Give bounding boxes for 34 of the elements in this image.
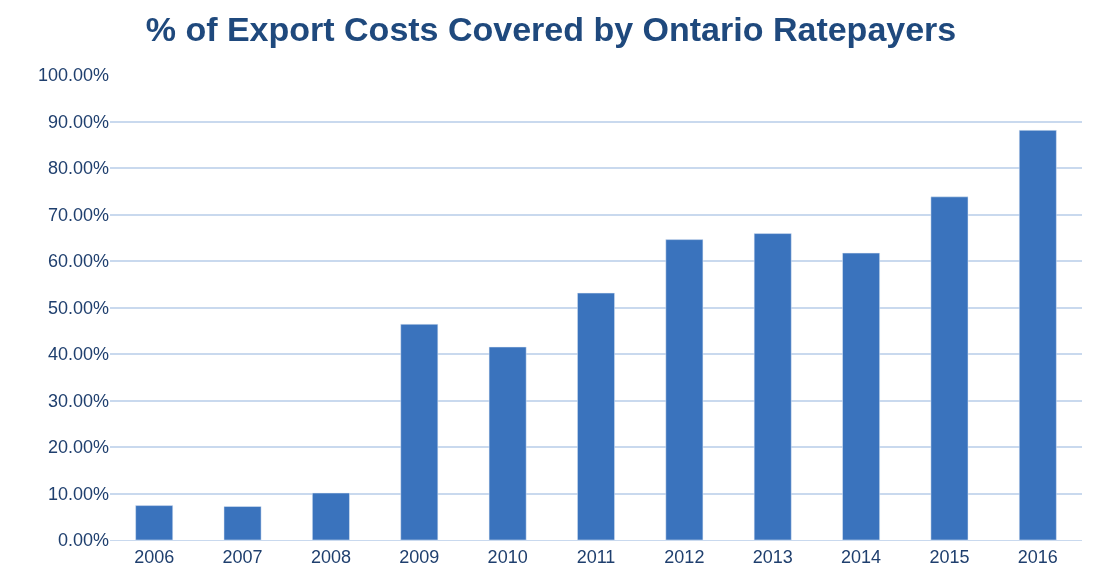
x-tick-label: 2011: [576, 546, 616, 567]
bar: [488, 346, 527, 540]
bar: [665, 239, 704, 540]
chart-title: % of Export Costs Covered by Ontario Ratepayers: [145, 10, 957, 49]
bar: [135, 505, 173, 540]
x-tick-label: 2016: [1017, 546, 1058, 567]
y-tick-label: 90.00%: [47, 111, 109, 132]
y-tick-label: 100.00%: [37, 65, 109, 86]
x-tick-label: 2009: [399, 546, 440, 567]
y-tick-label: 0.00%: [57, 530, 109, 551]
x-tick-label: 2014: [841, 546, 882, 567]
bar: [1019, 130, 1057, 540]
y-tick-label: 10.00%: [47, 483, 109, 504]
x-tick-label: 2013: [752, 546, 793, 567]
bar: [753, 233, 792, 540]
y-tick-label: 70.00%: [47, 204, 109, 225]
y-tick-label: 40.00%: [47, 344, 109, 365]
y-tick-label: 80.00%: [47, 158, 109, 179]
x-tick-label: 2015: [929, 546, 970, 567]
x-tick-label: 2008: [310, 546, 351, 567]
bar: [842, 252, 880, 540]
bar: [223, 506, 262, 540]
y-tick-label: 50.00%: [47, 297, 109, 318]
bar: [400, 323, 439, 540]
x-tick-label: 2006: [134, 546, 175, 567]
bar: [312, 492, 350, 540]
y-tick-label: 30.00%: [47, 390, 109, 411]
bar: [930, 196, 969, 540]
x-tick-label: 2012: [664, 546, 705, 567]
y-tick-label: 60.00%: [47, 251, 109, 272]
y-tick-label: 20.00%: [47, 437, 109, 458]
bar: [577, 292, 615, 540]
x-tick-label: 2010: [487, 546, 528, 567]
x-tick-label: 2007: [222, 546, 263, 567]
